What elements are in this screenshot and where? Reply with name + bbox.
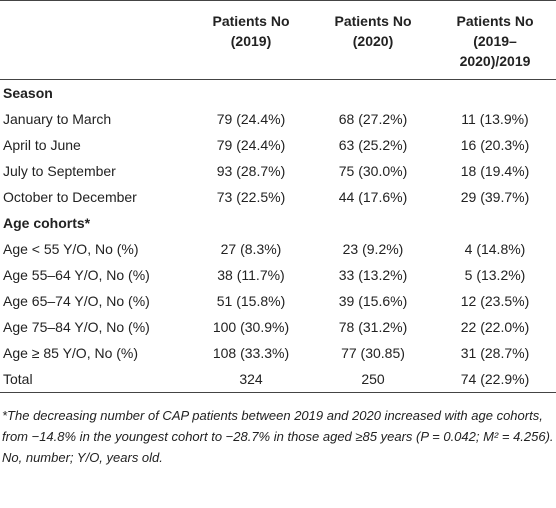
value-cell: 78 (31.2%) <box>338 319 408 335</box>
table-row: Age ≥ 85 Y/O, No (%) 108 (33.3%) 77 (30.85… <box>0 340 556 366</box>
value-cell: 29 (39.7%) <box>460 189 530 205</box>
header-line: 2020)/2019 <box>459 53 531 69</box>
value-cell: 324 <box>239 371 263 387</box>
header-line: Patients No <box>456 13 534 29</box>
footnotes: *The decreasing number of CAP patients b… <box>0 393 556 468</box>
value-cell: 38 (11.7%) <box>217 267 285 283</box>
value-cell: 250 <box>361 371 385 387</box>
header-line: Patients No <box>212 13 290 29</box>
value-cell: 73 (22.5%) <box>216 189 286 205</box>
table-row: Age 75–84 Y/O, No (%) 100 (30.9%) 78 (31.2… <box>0 314 556 340</box>
value-cell: 63 (25.2%) <box>338 137 408 153</box>
value-cell: 18 (19.4%) <box>460 163 530 179</box>
header-cell: Patients No (2019) <box>190 1 312 80</box>
value-cell: 75 (30.0%) <box>338 163 408 179</box>
header-row: Patients No (2019) Patients No (2020) Patien… <box>0 0 556 80</box>
value-cell: 12 (23.5%) <box>460 293 530 309</box>
footnote: No, number; Y/O, years old. <box>2 450 163 465</box>
table-row: Total 324 250 74 (22.9%) <box>0 366 556 393</box>
header-line: (2019– <box>473 33 517 49</box>
row-label: Age 55–64 Y/O, No (%) <box>3 267 150 283</box>
value-cell: 68 (27.2%) <box>338 111 408 127</box>
row-label: Age 75–84 Y/O, No (%) <box>3 319 150 335</box>
value-cell: 31 (28.7%) <box>460 345 530 361</box>
header-cell <box>0 1 190 80</box>
row-label: Age ≥ 85 Y/O, No (%) <box>3 345 139 361</box>
value-cell: 4 (14.8%) <box>464 241 526 257</box>
value-cell: 79 (24.4%) <box>216 111 286 127</box>
table-row: October to December 73 (22.5%) 44 (17.6%) 2… <box>0 184 556 210</box>
row-label: Age < 55 Y/O, No (%) <box>3 241 139 257</box>
value-cell: 77 (30.85) <box>341 345 405 361</box>
footnote: *The decreasing number of CAP patients b… <box>2 408 554 444</box>
value-cell: 16 (20.3%) <box>460 137 530 153</box>
value-cell: 33 (13.2%) <box>338 267 408 283</box>
row-label: January to March <box>3 111 112 127</box>
section-row: Season <box>0 80 556 107</box>
value-cell: 27 (8.3%) <box>220 241 282 257</box>
header-cell: Patients No (2019– 2020)/2019 <box>434 1 556 80</box>
table-row: Age 65–74 Y/O, No (%) 51 (15.8%) 39 (15.6%… <box>0 288 556 314</box>
section-row: Age cohorts* <box>0 210 556 236</box>
value-cell: 44 (17.6%) <box>338 189 408 205</box>
row-label: Age 65–74 Y/O, No (%) <box>3 293 150 309</box>
value-cell: 51 (15.8%) <box>216 293 286 309</box>
header-line: (2020) <box>352 33 394 49</box>
table-row: Age < 55 Y/O, No (%) 27 (8.3%) 23 (9.2%) 4 … <box>0 236 556 262</box>
table-row: Age 55–64 Y/O, No (%) 38 (11.7%) 33 (13.2%… <box>0 262 556 288</box>
value-cell: 108 (33.3%) <box>212 345 290 361</box>
section-title: Age cohorts* <box>3 215 91 231</box>
row-label: July to September <box>3 163 116 179</box>
value-cell: 5 (13.2%) <box>464 267 526 283</box>
table-row: April to June 79 (24.4%) 63 (25.2%) 16 (20.… <box>0 132 556 158</box>
table-row: January to March 79 (24.4%) 68 (27.2%) 11 (… <box>0 106 556 132</box>
table-body: Season January to March 79 (24.4%) 68 (27.2… <box>0 80 556 393</box>
value-cell: 74 (22.9%) <box>460 371 530 387</box>
value-cell: 93 (28.7%) <box>216 163 286 179</box>
value-cell: 79 (24.4%) <box>216 137 286 153</box>
value-cell: 100 (30.9%) <box>212 319 290 335</box>
value-cell: 11 (13.9%) <box>461 111 529 127</box>
table-row: July to September 93 (28.7%) 75 (30.0%) 18 … <box>0 158 556 184</box>
header-line: (2019) <box>230 33 272 49</box>
value-cell: 23 (9.2%) <box>342 241 404 257</box>
row-label: Total <box>3 371 33 387</box>
section-title: Season <box>3 85 53 101</box>
row-label: October to December <box>3 189 137 205</box>
value-cell: 39 (15.6%) <box>338 293 408 309</box>
row-label: April to June <box>3 137 81 153</box>
data-table: Patients No (2019) Patients No (2020) Patien… <box>0 0 556 393</box>
header-cell: Patients No (2020) <box>312 1 434 80</box>
value-cell: 22 (22.0%) <box>460 319 530 335</box>
table-header: Patients No (2019) Patients No (2020) Patien… <box>0 0 556 80</box>
header-line: Patients No <box>334 13 412 29</box>
